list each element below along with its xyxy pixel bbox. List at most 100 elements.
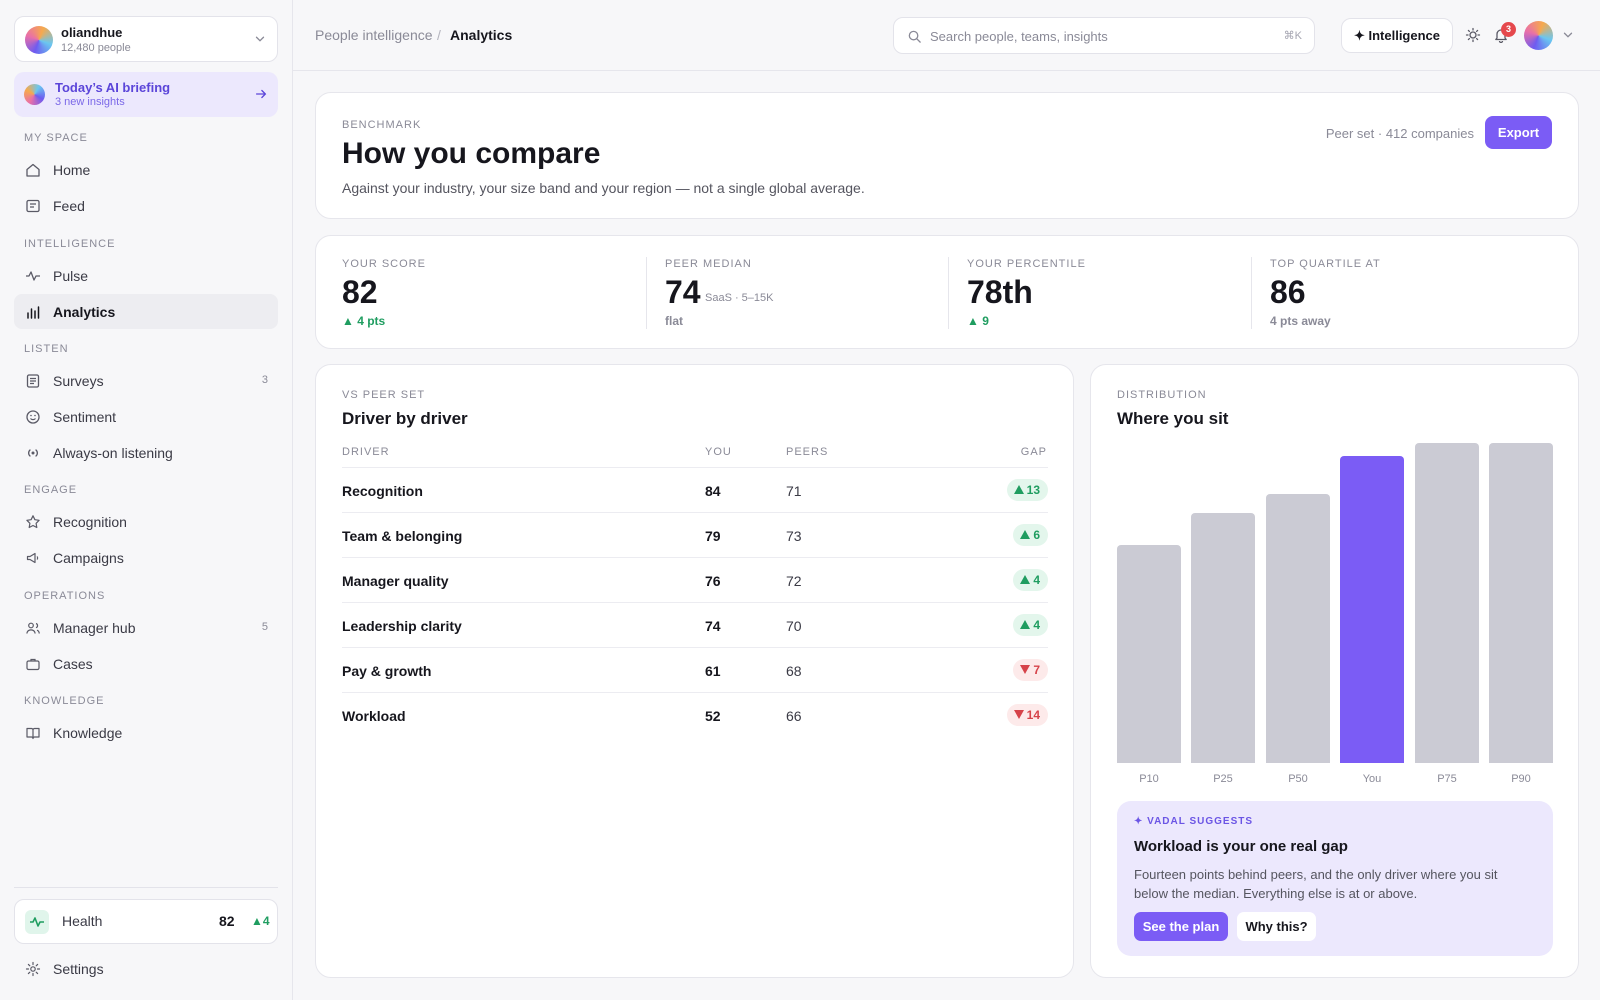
settings-label: Settings xyxy=(53,961,104,977)
sidebar-item-pulse[interactable]: Pulse xyxy=(14,258,278,293)
org-switcher[interactable]: oliandhue 12,480 people xyxy=(14,16,278,62)
driver-you-score: 52 xyxy=(705,708,721,724)
gap-badge: 13 xyxy=(1006,479,1048,501)
table-row[interactable]: Recognition 84 71 13 xyxy=(342,467,1048,512)
smile-icon xyxy=(26,410,40,424)
user-avatar[interactable] xyxy=(1524,21,1553,50)
search-bar[interactable]: ⌘K xyxy=(893,17,1315,54)
sidebar-item-label: Knowledge xyxy=(53,725,123,741)
sidebar-item-label: Analytics xyxy=(53,304,116,320)
driver-name: Recognition xyxy=(342,483,423,499)
users-icon xyxy=(26,622,40,634)
sidebar-item-manager-hub[interactable]: Manager hub 5 xyxy=(14,610,278,645)
see-plan-button[interactable]: See the plan xyxy=(1134,912,1228,941)
kpi-subtext: SaaS · 5–15K xyxy=(705,292,774,304)
ai-briefing-orb-icon xyxy=(24,84,45,105)
pulse-icon xyxy=(26,271,40,281)
gap-value: 7 xyxy=(1033,663,1040,677)
health-label: Health xyxy=(62,913,103,929)
gap-badge: 4 xyxy=(1013,569,1048,591)
kpi-divider xyxy=(646,257,647,329)
sidebar-item-surveys[interactable]: Surveys 3 xyxy=(14,363,278,398)
gap-value: 4 xyxy=(1033,573,1040,587)
kpi-label: YOUR SCORE xyxy=(342,258,426,270)
section-knowledge: KNOWLEDGE xyxy=(24,695,105,707)
kpi-your-percentile: YOUR PERCENTILE 78th ▲ 9 xyxy=(941,236,1243,350)
sidebar-item-sentiment[interactable]: Sentiment xyxy=(14,399,278,434)
peer-set-label: Peer set · 412 companies xyxy=(1325,126,1474,141)
sidebar-item-analytics[interactable]: Analytics xyxy=(14,294,278,329)
sidebar-item-label: Recognition xyxy=(53,514,127,530)
chart-tick-label: P25 xyxy=(1213,773,1233,785)
driver-you-score: 79 xyxy=(705,528,721,544)
table-row[interactable]: Team & belonging 79 73 6 xyxy=(342,512,1048,557)
chevron-down-icon[interactable] xyxy=(1561,28,1575,42)
sidebar-item-feed[interactable]: Feed xyxy=(14,188,278,223)
search-icon xyxy=(908,30,921,43)
kpi-divider xyxy=(1251,257,1252,329)
kpi-value: 82 xyxy=(342,274,378,310)
chart-bar-p25 xyxy=(1191,513,1255,763)
sun-icon[interactable] xyxy=(1465,27,1481,43)
chart-tick-label: P50 xyxy=(1288,773,1308,785)
breadcrumb-separator: / xyxy=(437,27,441,43)
section-listen: LISTEN xyxy=(24,343,69,355)
kpi-value: 74 xyxy=(665,274,701,310)
driver-name: Manager quality xyxy=(342,573,449,589)
intelligence-button[interactable]: ✦ Intelligence xyxy=(1341,18,1453,53)
gap-value: 6 xyxy=(1033,528,1040,542)
kpi-delta: ▲ 9 xyxy=(967,314,989,328)
sidebar-item-label: Feed xyxy=(53,198,85,214)
sidebar-item-cases[interactable]: Cases xyxy=(14,646,278,681)
sidebar-item-recognition[interactable]: Recognition xyxy=(14,504,278,539)
distribution-chart: P10 P25 P50 You P75 P90 xyxy=(1117,443,1553,785)
search-shortcut: ⌘K xyxy=(1283,30,1302,42)
table-row[interactable]: Workload 52 66 14 xyxy=(342,692,1048,737)
driver-peer-score: 70 xyxy=(786,618,802,634)
driver-name: Workload xyxy=(342,708,406,724)
sidebar-item-settings[interactable]: Settings xyxy=(14,951,278,985)
chart-tick-label: You xyxy=(1362,773,1382,785)
sidebar-item-knowledge[interactable]: Knowledge xyxy=(14,715,278,750)
ai-briefing-card[interactable]: Today’s AI briefing 3 new insights xyxy=(14,72,278,117)
gap-badge: 14 xyxy=(1006,704,1048,726)
kpi-your-score: YOUR SCORE 82 ▲ 4 pts xyxy=(316,236,618,350)
drivers-eyebrow: VS PEER SET xyxy=(342,389,426,401)
sidebar: oliandhue 12,480 people Today’s AI brief… xyxy=(0,0,293,1000)
export-button[interactable]: Export xyxy=(1485,116,1552,149)
kpi-strip: YOUR SCORE 82 ▲ 4 pts PEER MEDIAN 74 Saa… xyxy=(315,235,1579,349)
sidebar-item-label: Cases xyxy=(53,656,93,672)
chart-tick-label: P90 xyxy=(1511,773,1531,785)
chart-tick-label: P75 xyxy=(1437,773,1457,785)
section-operations: OPERATIONS xyxy=(24,590,106,602)
distribution-card: DISTRIBUTION Where you sit P10 P25 P50 You P… xyxy=(1090,364,1579,978)
benchmark-eyebrow: BENCHMARK xyxy=(342,119,422,131)
briefcase-icon xyxy=(26,658,40,671)
sidebar-item-label: Surveys xyxy=(53,373,104,389)
table-row[interactable]: Pay & growth 61 68 7 xyxy=(342,647,1048,692)
driver-peer-score: 72 xyxy=(786,573,802,589)
kpi-label: YOUR PERCENTILE xyxy=(967,258,1086,270)
sidebar-item-always-on-listening[interactable]: Always-on listening xyxy=(14,435,278,470)
table-row[interactable]: Leadership clarity 74 70 4 xyxy=(342,602,1048,647)
breadcrumb-parent[interactable]: People intelligence xyxy=(315,27,433,43)
sidebar-item-campaigns[interactable]: Campaigns xyxy=(14,540,278,575)
sidebar-item-home[interactable]: Home xyxy=(14,152,278,187)
ai-briefing-title: Today’s AI briefing xyxy=(55,80,171,95)
why-this-button[interactable]: Why this? xyxy=(1237,912,1316,941)
search-input[interactable] xyxy=(930,26,1260,46)
kpi-top-quartile: TOP QUARTILE AT 86 4 pts away xyxy=(1244,236,1546,350)
gap-value: 13 xyxy=(1026,483,1040,497)
chart-bar-p90 xyxy=(1489,443,1553,763)
chart-bar-you xyxy=(1340,456,1404,763)
chart-bar-p50 xyxy=(1266,494,1330,763)
health-widget[interactable]: Health 82 ▲4 xyxy=(14,899,278,944)
triangle-up-icon xyxy=(1013,485,1024,494)
table-row[interactable]: Manager quality 76 72 4 xyxy=(342,557,1048,602)
driver-peer-score: 71 xyxy=(786,483,802,499)
gap-value: 4 xyxy=(1033,618,1040,632)
driver-name: Team & belonging xyxy=(342,528,463,544)
triangle-down-icon xyxy=(1020,665,1031,674)
bar-chart-icon xyxy=(27,306,40,319)
drivers-card: VS PEER SET Driver by driver DRIVER YOU … xyxy=(315,364,1074,978)
